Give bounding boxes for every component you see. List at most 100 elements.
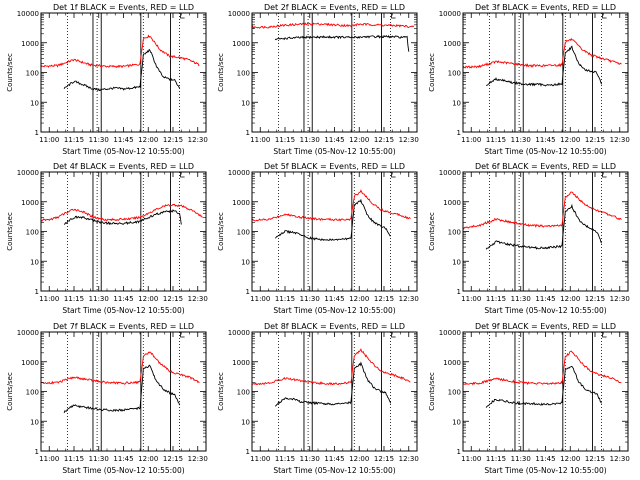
y-tick-label: 10 <box>30 258 39 266</box>
x-tick-label: 12:30 <box>399 455 419 463</box>
x-tick-label: 12:15 <box>374 455 394 463</box>
corner-marker <box>180 332 185 338</box>
y-tick-label: 10 <box>241 418 250 426</box>
x-tick-label: 11:45 <box>324 136 344 144</box>
x-axis-label: Start Time (05-Nov-12 10:55:00) <box>484 147 606 156</box>
x-tick-label: 11:45 <box>324 295 344 303</box>
panel-title: Det 8f BLACK = Events, RED = LLD <box>264 322 405 331</box>
corner-marker <box>180 13 185 19</box>
x-tick-label: 11:30 <box>89 455 109 463</box>
x-tick-label: 11:45 <box>535 295 555 303</box>
corner-marker <box>602 172 607 178</box>
corner-marker <box>180 172 185 178</box>
events-series-line <box>274 198 391 242</box>
x-tick-label: 11:15 <box>275 295 295 303</box>
lld-series-line <box>251 348 411 386</box>
panel-title: Det 1f BLACK = Events, RED = LLD <box>53 3 194 12</box>
corner-marker <box>602 332 607 338</box>
y-tick-label: 100 <box>26 389 39 397</box>
y-tick-label: 1 <box>246 288 250 296</box>
x-axis-label: Start Time (05-Nov-12 10:55:00) <box>62 306 184 315</box>
x-tick-label: 12:15 <box>585 136 605 144</box>
lld-series-line <box>40 351 200 385</box>
x-tick-label: 12:15 <box>163 455 183 463</box>
x-tick-label: 11:30 <box>511 455 531 463</box>
x-tick-label: 12:00 <box>349 295 369 303</box>
x-tick-label: 11:30 <box>89 295 109 303</box>
detector-panel-9: Det 9f BLACK = Events, RED = LLD Counts/s… <box>428 322 630 475</box>
y-axis-label: Counts/sec <box>6 53 14 92</box>
y-tick-label: 10 <box>241 258 250 266</box>
x-tick-label: 12:15 <box>585 295 605 303</box>
y-tick-label: 1000 <box>232 199 250 207</box>
y-axis-label: Counts/sec <box>217 372 225 411</box>
detector-panel-3: Det 3f BLACK = Events, RED = LLD Counts/s… <box>428 3 630 156</box>
y-tick-label: 100 <box>448 229 461 237</box>
y-axis-label: Counts/sec <box>6 212 14 251</box>
events-series-line <box>63 209 182 226</box>
y-tick-label: 1 <box>457 448 461 456</box>
x-tick-label: 11:15 <box>275 455 295 463</box>
events-series-line <box>63 48 180 92</box>
panel-title: Det 4f BLACK = Events, RED = LLD <box>53 162 194 171</box>
y-tick-label: 10000 <box>17 10 39 18</box>
detector-panel-4: Det 4f BLACK = Events, RED = LLD Counts/s… <box>6 162 208 315</box>
detector-panel-2: Det 2f BLACK = Events, RED = LLD Counts/s… <box>217 3 419 156</box>
detector-panel-6: Det 6f BLACK = Events, RED = LLD Counts/s… <box>428 162 630 315</box>
x-tick-label: 12:30 <box>188 455 208 463</box>
plot-frame <box>251 331 418 452</box>
x-tick-label: 11:45 <box>535 455 555 463</box>
x-tick-label: 11:45 <box>113 455 133 463</box>
lld-series-line <box>251 189 411 222</box>
panel-title: Det 9f BLACK = Events, RED = LLD <box>475 322 616 331</box>
x-tick-label: 11:00 <box>461 455 481 463</box>
y-tick-label: 100 <box>448 70 461 78</box>
corner-marker <box>602 13 607 19</box>
x-tick-label: 11:15 <box>486 455 506 463</box>
x-tick-label: 11:00 <box>39 455 59 463</box>
y-tick-label: 100 <box>237 389 250 397</box>
y-axis-label: Counts/sec <box>428 212 436 251</box>
y-tick-label: 1000 <box>21 359 39 367</box>
x-tick-label: 11:45 <box>535 136 555 144</box>
x-tick-label: 12:15 <box>163 295 183 303</box>
x-tick-label: 11:00 <box>461 136 481 144</box>
x-tick-label: 11:00 <box>250 295 270 303</box>
detector-panel-8: Det 8f BLACK = Events, RED = LLD Counts/s… <box>217 322 419 475</box>
y-tick-label: 1 <box>457 288 461 296</box>
lld-series-line <box>462 191 622 230</box>
y-tick-label: 10000 <box>439 169 461 177</box>
lld-series-line <box>40 203 203 222</box>
x-tick-label: 11:45 <box>324 455 344 463</box>
x-tick-label: 12:30 <box>610 136 630 144</box>
x-tick-label: 11:45 <box>113 136 133 144</box>
y-tick-label: 1000 <box>21 40 39 48</box>
y-tick-label: 1 <box>35 448 39 456</box>
x-tick-label: 12:30 <box>610 455 630 463</box>
y-tick-label: 10 <box>452 258 461 266</box>
x-tick-label: 11:15 <box>486 136 506 144</box>
x-tick-label: 12:30 <box>188 295 208 303</box>
x-tick-label: 11:30 <box>89 136 109 144</box>
y-axis-label: Counts/sec <box>217 53 225 92</box>
x-tick-label: 12:00 <box>560 136 580 144</box>
x-tick-label: 12:15 <box>374 295 394 303</box>
x-tick-label: 12:15 <box>374 136 394 144</box>
y-tick-label: 1000 <box>232 40 250 48</box>
x-axis-label: Start Time (05-Nov-12 10:55:00) <box>273 147 395 156</box>
y-tick-label: 10000 <box>17 329 39 337</box>
x-tick-label: 12:15 <box>585 455 605 463</box>
y-tick-label: 10000 <box>17 169 39 177</box>
x-tick-label: 12:00 <box>138 136 158 144</box>
x-axis-label: Start Time (05-Nov-12 10:55:00) <box>484 466 606 475</box>
events-series-line <box>274 361 392 407</box>
lld-series-line <box>463 350 622 386</box>
x-axis-label: Start Time (05-Nov-12 10:55:00) <box>484 306 606 315</box>
y-tick-label: 10000 <box>228 169 250 177</box>
lld-series-line <box>462 37 622 69</box>
x-tick-label: 11:30 <box>300 136 320 144</box>
x-tick-label: 12:30 <box>610 295 630 303</box>
x-tick-label: 12:30 <box>399 295 419 303</box>
lld-series-line <box>251 22 415 29</box>
y-tick-label: 1 <box>246 448 250 456</box>
